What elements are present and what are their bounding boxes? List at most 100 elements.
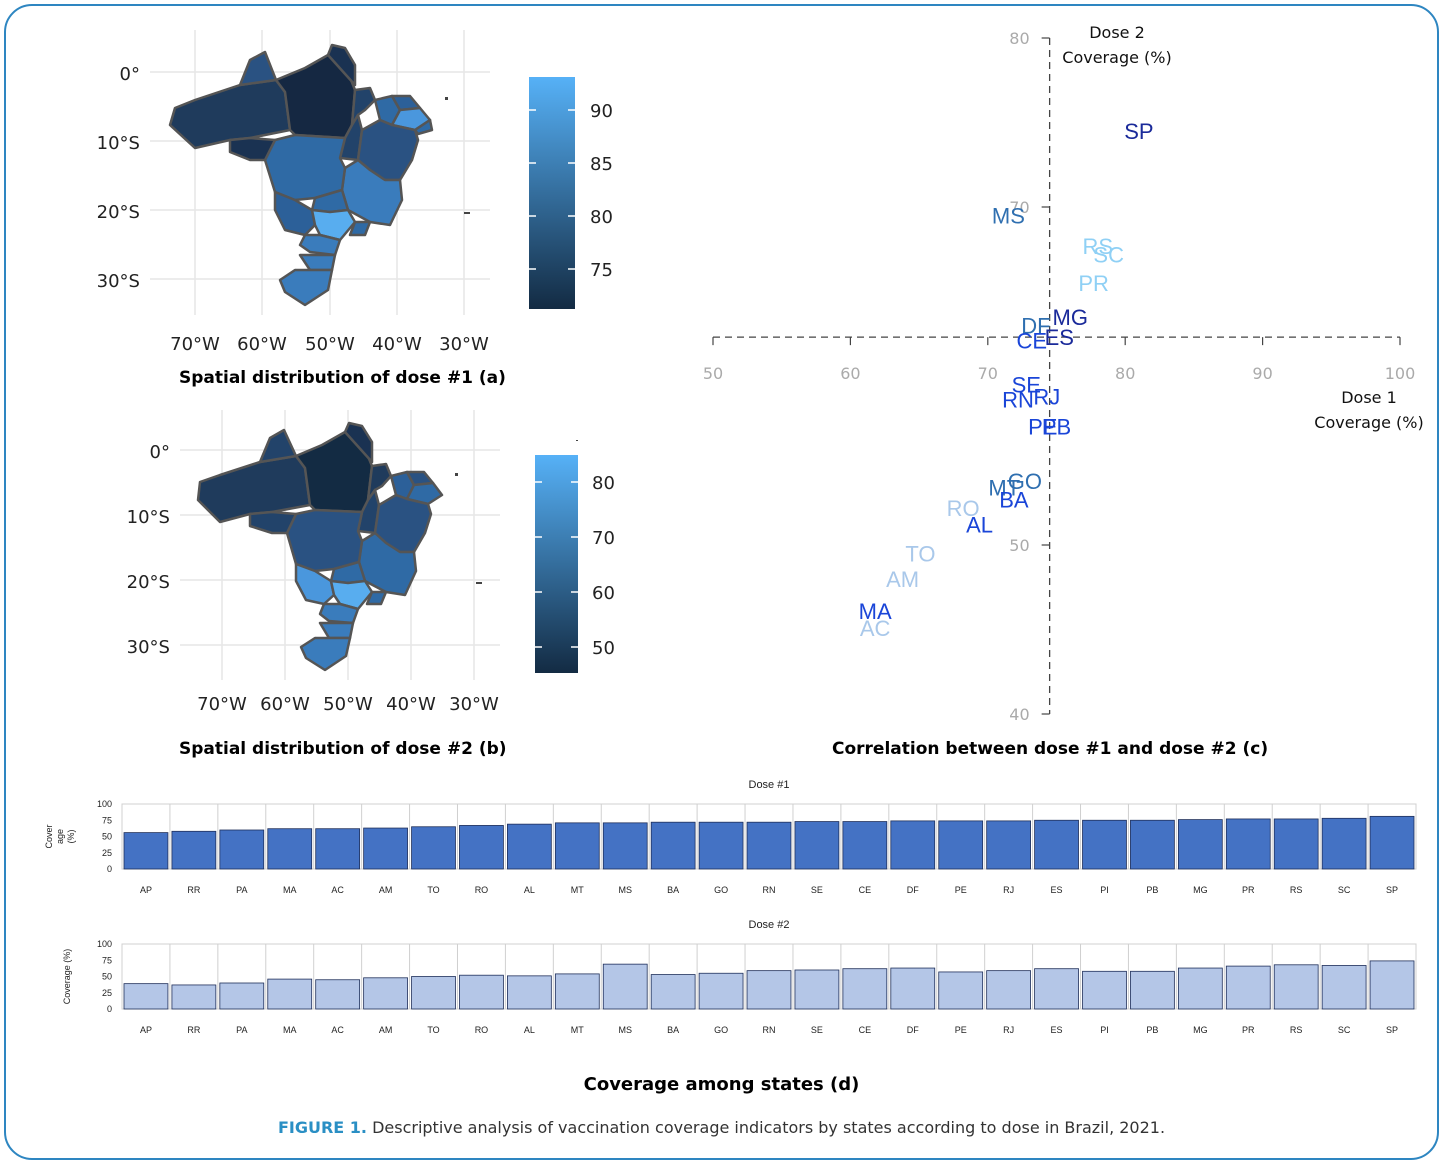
scatter-x-tick: 50 (703, 364, 723, 383)
bar-category-label: MG (1193, 885, 1208, 895)
map-b-lon-30w: 30°W (449, 694, 499, 715)
scatter-title: Correlation between dose #1 and dose #2 … (832, 739, 1269, 759)
bar-sp (1369, 815, 1415, 870)
bar-ce (842, 968, 888, 1010)
bar-al (507, 823, 552, 870)
bar-rn (746, 970, 792, 1010)
bar-category-label: SC (1338, 885, 1351, 895)
map-a-colorbar (529, 77, 575, 309)
bar-y-tick: 50 (102, 972, 112, 982)
bar-mt (554, 822, 600, 870)
bar-rn (746, 821, 792, 870)
bar-ac (315, 828, 361, 870)
scatter-point-al: AL (966, 513, 993, 538)
bar-category-label: MS (618, 885, 632, 895)
scatter-x-tick: 60 (840, 364, 860, 383)
bar-category-label: PR (1242, 1025, 1255, 1035)
bar-df (890, 967, 936, 1010)
bar-rs (1273, 818, 1319, 870)
bar-rj (986, 820, 1031, 870)
scatter-y-tick: 70 (1009, 198, 1029, 217)
scatter-point-rs: RS (1082, 234, 1113, 259)
scatter-chart: 50 60 70 80 90 100 80 70 50 40 Dose 2 Coverage (%) D… (703, 23, 1424, 724)
bar-category-label: AC (331, 885, 344, 895)
bar-ce (842, 821, 888, 870)
map-a-legend-90: 90 (590, 101, 613, 122)
bar-category-label: GO (714, 1025, 728, 1035)
scatter-point-pb: PB (1042, 415, 1071, 440)
map-a-lon-40w: 40°W (372, 334, 422, 355)
bar-category-label: RN (763, 885, 776, 895)
map-b: 0° 10°S 20°S 30°S 70°W 60°W 50°W 40°W 30… (127, 410, 615, 715)
map-a-lon-60w: 60°W (237, 334, 287, 355)
bar-pa (219, 982, 265, 1010)
bar-category-label: PA (236, 1025, 247, 1035)
bar-pb (1130, 819, 1175, 870)
bar-y-tick: 0 (107, 864, 112, 874)
scatter-x-tick: 100 (1385, 364, 1416, 383)
bar-category-label: MA (283, 885, 297, 895)
scatter-point-ma: MA (859, 599, 892, 624)
bar-category-label: MA (283, 1025, 297, 1035)
map-b-lon-50w: 50°W (323, 694, 373, 715)
bar-category-label: BA (667, 885, 679, 895)
bar-category-label: GO (714, 885, 728, 895)
bar-category-label: PB (1146, 1025, 1158, 1035)
map-a-lon-30w: 30°W (439, 334, 489, 355)
map-a-lat-20s: 20°S (97, 202, 140, 223)
bar-category-label: CE (859, 1025, 872, 1035)
bar-mg (1177, 967, 1223, 1010)
bar-pi (1082, 970, 1127, 1010)
bar-to (411, 976, 456, 1010)
bar-rr (171, 984, 217, 1010)
map-a-lat-30s: 30°S (97, 271, 140, 292)
scatter-point-ac: AC (860, 616, 891, 641)
bar-category-label: SE (811, 885, 823, 895)
bar-mg (1177, 819, 1223, 870)
bar-category-label: AL (524, 1025, 535, 1035)
scatter-y-tick: 50 (1009, 536, 1029, 555)
bar-chart-title: Dose #2 (749, 919, 790, 931)
bar-y-tick: 75 (102, 955, 112, 965)
scatter-x-tick: 80 (1115, 364, 1135, 383)
bar-section-title: Coverage among states (d) (583, 1074, 860, 1095)
bar-es (1034, 968, 1079, 1010)
bar-category-label: PE (955, 1025, 967, 1035)
map-a-lon-70w: 70°W (170, 334, 220, 355)
scatter-point-mg: MG (1053, 305, 1088, 330)
scatter-point-ce: CE (1016, 329, 1047, 354)
scatter-point-mt: MT (988, 476, 1020, 501)
bar-ap (123, 832, 169, 870)
bar-ap (123, 983, 169, 1010)
bar-se (794, 969, 840, 1010)
scatter-point-rn: RN (1002, 388, 1034, 413)
map-a-legend-75: 75 (590, 260, 613, 281)
map-a: 0° 10°S 20°S 30°S 70°W 60°W 50°W 40°W 30… (97, 30, 613, 355)
scatter-ylabel: Dose 2 (1089, 23, 1145, 42)
scatter-point-sp: SP (1124, 119, 1153, 144)
scatter-point-am: AM (886, 567, 919, 592)
bar-rr (171, 830, 217, 870)
scatter-point-go: GO (1008, 469, 1042, 494)
map-b-lon-40w: 40°W (386, 694, 436, 715)
bar-category-label: SE (811, 1025, 823, 1035)
bar-chart-dose2: Dose #2 100 75 50 25 0 AP RR PA MA AC AM TO RO AL MT MS B… (62, 919, 1417, 1035)
bar-y-tick: 50 (102, 832, 112, 842)
bar-category-label: RJ (1003, 1025, 1014, 1035)
bar-category-label: MT (571, 1025, 584, 1035)
scatter-point-ba: BA (999, 487, 1029, 512)
bar-category-label: AC (331, 1025, 344, 1035)
bar-category-label: SP (1386, 1025, 1398, 1035)
bar-category-label: AM (379, 1025, 393, 1035)
bar-mt (554, 973, 600, 1010)
map-a-lon-50w: 50°W (305, 334, 355, 355)
map-b-lon-70w: 70°W (197, 694, 247, 715)
bar-pi (1082, 819, 1127, 870)
bar-y-tick: 75 (102, 815, 112, 825)
bar-category-label: MS (618, 1025, 632, 1035)
bar-ms (602, 822, 648, 870)
scatter-point-rj: RJ (1033, 384, 1060, 409)
map-b-colorbar (535, 455, 578, 673)
bar-ma (267, 828, 313, 870)
bar-category-label: RR (187, 1025, 200, 1035)
